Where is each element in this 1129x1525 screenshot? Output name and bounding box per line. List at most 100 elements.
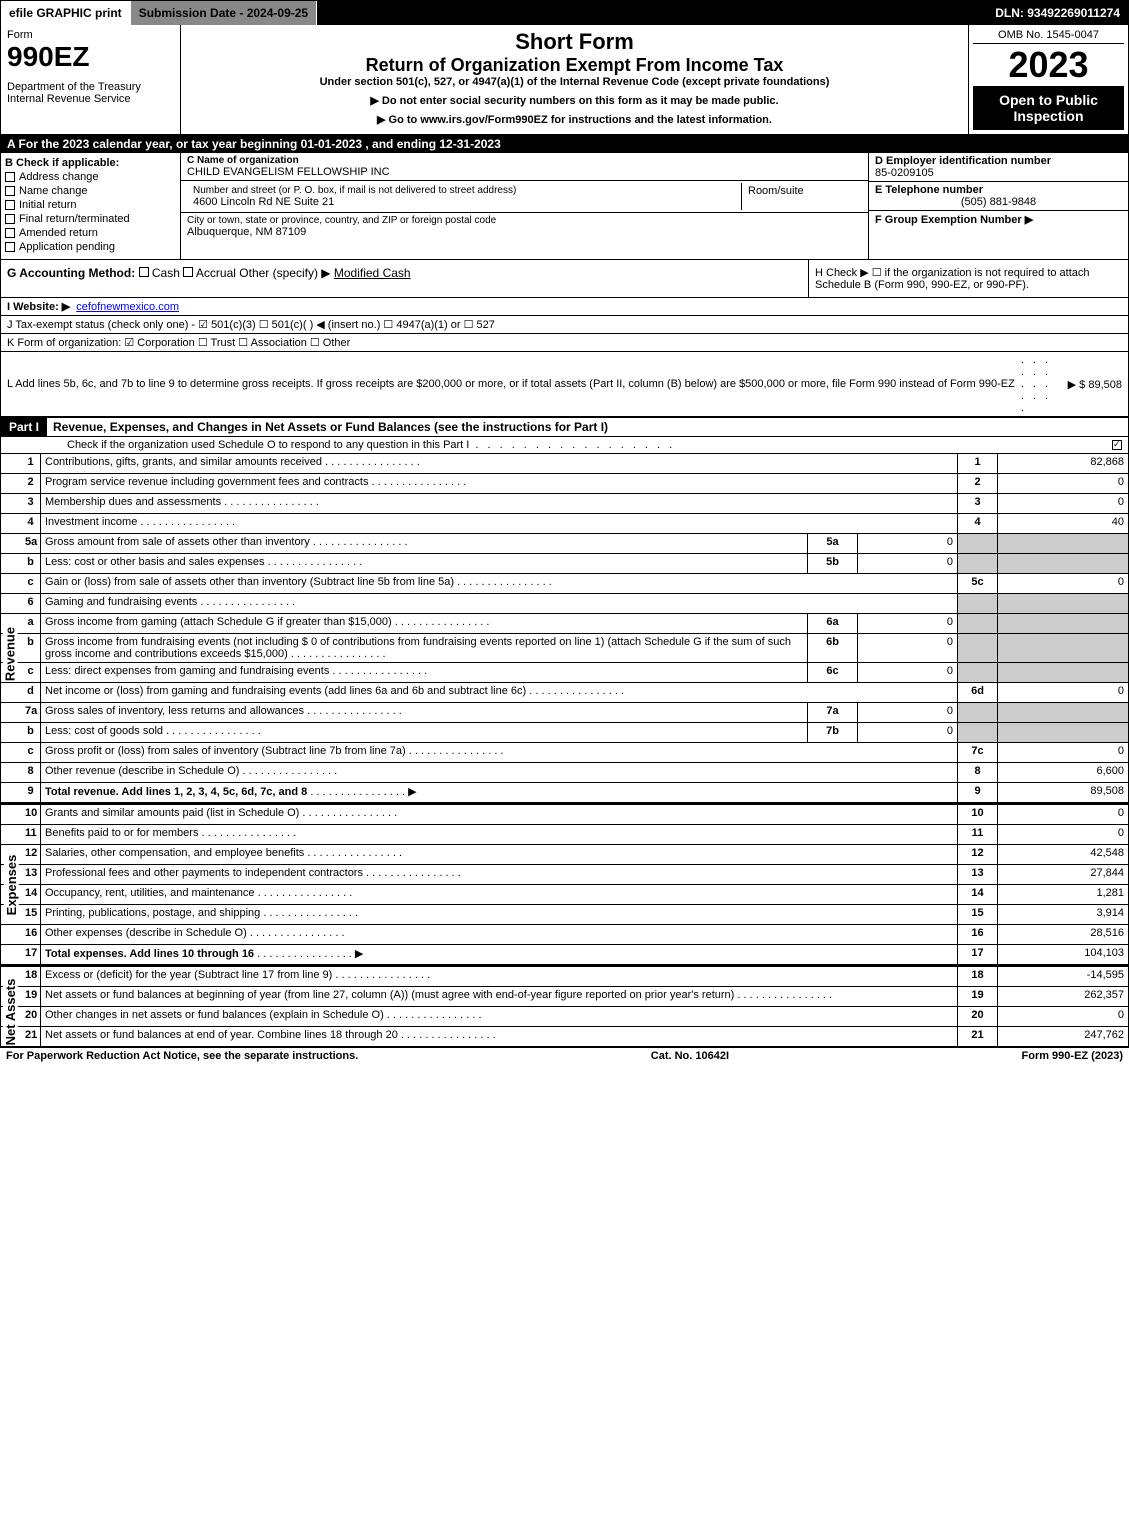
right-line-number: 4	[958, 514, 998, 533]
other-label: Other (specify) ▶	[239, 266, 330, 280]
table-row: 13Professional fees and other payments t…	[1, 865, 1128, 885]
line-number: 3	[1, 494, 41, 513]
right-line-number: 10	[958, 805, 998, 824]
shaded-cell	[998, 663, 1128, 682]
row-h: H Check ▶ ☐ if the organization is not r…	[808, 260, 1128, 297]
line-value: 104,103	[998, 945, 1128, 964]
street-label: Number and street (or P. O. box, if mail…	[193, 185, 735, 196]
checkbox[interactable]	[5, 200, 15, 210]
line-desc: Total expenses. Add lines 10 through 16 …	[41, 945, 958, 964]
table-row: 14Occupancy, rent, utilities, and mainte…	[1, 885, 1128, 905]
row-l: L Add lines 5b, 6c, and 7b to line 9 to …	[1, 352, 1128, 417]
line-value: 0	[998, 574, 1128, 593]
checkbox[interactable]	[5, 186, 15, 196]
under-section: Under section 501(c), 527, or 4947(a)(1)…	[189, 76, 960, 88]
checkbox-line: Amended return	[5, 227, 176, 239]
row-a-calendar: A For the 2023 calendar year, or tax yea…	[1, 135, 1128, 153]
right-line-number: 13	[958, 865, 998, 884]
checkbox[interactable]	[5, 228, 15, 238]
line-number: 9	[1, 783, 41, 802]
b-label: B Check if applicable:	[5, 157, 176, 169]
line-desc: Net assets or fund balances at beginning…	[41, 987, 958, 1006]
right-line-number: 20	[958, 1007, 998, 1026]
row-g: G Accounting Method: Cash Accrual Other …	[1, 260, 808, 297]
schedule-o-checkbox[interactable]	[1112, 440, 1122, 450]
return-title: Return of Organization Exempt From Incom…	[189, 55, 960, 76]
netassets-tab: Net Assets	[3, 979, 18, 1046]
checkbox[interactable]	[5, 172, 15, 182]
right-line-number: 21	[958, 1027, 998, 1046]
line-desc: Net assets or fund balances at end of ye…	[41, 1027, 958, 1046]
sub-box-label: 6b	[808, 634, 858, 662]
ssn-warning: ▶ Do not enter social security numbers o…	[189, 94, 960, 107]
section-c: C Name of organization CHILD EVANGELISM …	[181, 153, 868, 259]
cash-label: Cash	[152, 266, 180, 280]
sub-box-value: 0	[858, 634, 958, 662]
checkbox[interactable]	[5, 214, 15, 224]
right-line-number: 3	[958, 494, 998, 513]
line-desc: Gross profit or (loss) from sales of inv…	[41, 743, 958, 762]
right-line-number: 18	[958, 967, 998, 986]
header-right: OMB No. 1545-0047 2023 Open to Public In…	[968, 25, 1128, 134]
checkbox-label: Application pending	[19, 241, 115, 253]
line-value: 0	[998, 1007, 1128, 1026]
table-row: 2Program service revenue including gover…	[1, 474, 1128, 494]
topbar: efile GRAPHIC print Submission Date - 20…	[1, 1, 1128, 25]
city-label: City or town, state or province, country…	[187, 215, 862, 226]
cash-checkbox[interactable]	[139, 267, 149, 277]
table-row: 20Other changes in net assets or fund ba…	[1, 1007, 1128, 1027]
right-line-number: 2	[958, 474, 998, 493]
i-label: I Website: ▶	[7, 300, 70, 313]
short-form-title: Short Form	[189, 29, 960, 55]
shaded-cell	[958, 554, 998, 573]
l-text: L Add lines 5b, 6c, and 7b to line 9 to …	[7, 378, 1015, 390]
line-value: 247,762	[998, 1027, 1128, 1046]
shaded-cell	[958, 703, 998, 722]
line-value: -14,595	[998, 967, 1128, 986]
goto-link[interactable]: ▶ Go to www.irs.gov/Form990EZ for instru…	[189, 113, 960, 126]
accrual-checkbox[interactable]	[183, 267, 193, 277]
room-label: Room/suite	[742, 183, 862, 210]
sub-box-value: 0	[858, 614, 958, 633]
right-line-number: 5c	[958, 574, 998, 593]
table-row: 15Printing, publications, postage, and s…	[1, 905, 1128, 925]
table-row: bGross income from fundraising events (n…	[1, 634, 1128, 663]
right-line-number: 11	[958, 825, 998, 844]
line-number: 7a	[1, 703, 41, 722]
form-label: Form	[7, 29, 174, 41]
shaded-cell	[998, 703, 1128, 722]
right-line-number: 17	[958, 945, 998, 964]
right-line-number: 6d	[958, 683, 998, 702]
line-desc: Other changes in net assets or fund bala…	[41, 1007, 958, 1026]
line-desc: Gross income from fundraising events (no…	[41, 634, 808, 662]
website-link[interactable]: cefofnewmexico.com	[76, 301, 179, 313]
sub-box-label: 5b	[808, 554, 858, 573]
phone-label: E Telephone number	[875, 184, 1122, 196]
line-desc: Salaries, other compensation, and employ…	[41, 845, 958, 864]
dept-irs: Internal Revenue Service	[7, 93, 174, 105]
line-desc: Contributions, gifts, grants, and simila…	[41, 454, 958, 473]
line-value: 28,516	[998, 925, 1128, 944]
sub-box-label: 5a	[808, 534, 858, 553]
c-name-label: C Name of organization	[187, 155, 862, 166]
line-desc: Other revenue (describe in Schedule O) .…	[41, 763, 958, 782]
table-row: aGross income from gaming (attach Schedu…	[1, 614, 1128, 634]
line-desc: Investment income . . . . . . . . . . . …	[41, 514, 958, 533]
part1-label: Part I	[1, 418, 47, 436]
line-number: 8	[1, 763, 41, 782]
sub-box-label: 7b	[808, 723, 858, 742]
footer-right: Form 990-EZ (2023)	[1022, 1050, 1123, 1062]
line-desc: Occupancy, rent, utilities, and maintena…	[41, 885, 958, 904]
table-row: 10Grants and similar amounts paid (list …	[1, 805, 1128, 825]
line-desc: Net income or (loss) from gaming and fun…	[41, 683, 958, 702]
checkbox-label: Amended return	[19, 227, 98, 239]
line-number: 1	[1, 454, 41, 473]
table-row: bLess: cost or other basis and sales exp…	[1, 554, 1128, 574]
right-line-number: 7c	[958, 743, 998, 762]
checkbox[interactable]	[5, 242, 15, 252]
checkbox-line: Address change	[5, 171, 176, 183]
line-desc: Gross income from gaming (attach Schedul…	[41, 614, 808, 633]
line-desc: Less: cost of goods sold . . . . . . . .…	[41, 723, 808, 742]
shaded-cell	[958, 634, 998, 662]
footer-left: For Paperwork Reduction Act Notice, see …	[6, 1050, 358, 1062]
